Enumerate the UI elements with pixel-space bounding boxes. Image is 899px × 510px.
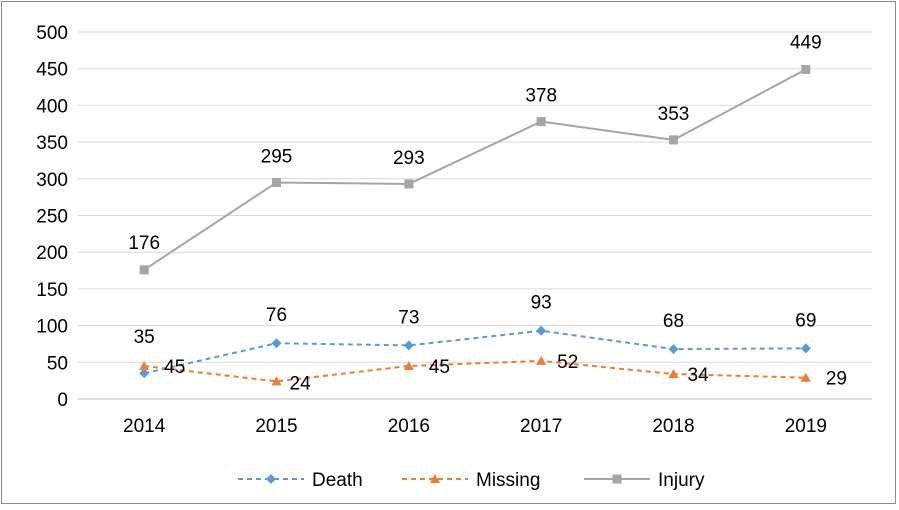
y-tick-label-300: 300 [36,170,68,191]
y-tick-label-50: 50 [47,353,68,374]
gridlines [78,31,872,400]
injury-legend-label: Injury [658,470,705,491]
missing-legend-label: Missing [476,470,540,491]
injury-data-label-2015: 295 [261,146,293,167]
injury-data-label-2017: 378 [525,86,557,107]
x-tick-label-2015: 2015 [255,416,297,437]
y-tick-label-150: 150 [36,280,68,301]
injury-legend-marker [612,474,622,484]
injury-data-label-2014: 176 [128,233,160,254]
x-tick-label-2016: 2016 [388,416,430,437]
missing-data-label-2017: 52 [557,352,578,373]
missing-point-2014 [139,360,150,370]
death-data-label-2017: 93 [531,293,552,314]
death-point-2015 [271,338,282,349]
missing-data-label-2018: 34 [688,365,710,386]
x-tick-label-2014: 2014 [123,416,166,437]
y-tick-label-400: 400 [36,96,68,117]
injury-point-2015 [272,177,281,187]
missing-point-2016 [403,360,414,370]
death-point-2014 [139,368,150,379]
missing-point-2018 [668,369,679,379]
missing-data-label-2019: 29 [826,369,847,390]
injury-data-label-2018: 353 [658,104,690,125]
missing-point-2019 [800,372,811,382]
x-tick-label-2018: 2018 [652,416,694,437]
legend: Death Missing Injury [238,470,705,491]
y-tick-label-450: 450 [36,60,68,81]
missing-line [144,359,806,383]
death-point-2017 [536,325,547,336]
y-tick-label-250: 250 [36,207,68,228]
missing-data-label-2016: 45 [429,357,450,378]
injury-point-2019 [801,64,811,74]
death-data-label-2018: 68 [663,311,684,332]
death-point-2018 [668,344,679,355]
y-tick-label-500: 500 [36,23,68,44]
death-legend-label: Death [312,470,363,491]
missing-legend-marker [430,474,440,483]
injury-line [143,68,807,271]
y-tick-label-100: 100 [36,317,68,338]
y-axis-ticks: 0 50 100 150 200 250 300 350 400 450 500 [36,23,68,411]
x-tick-label-2019: 2019 [785,416,827,437]
death-point-2016 [403,340,414,351]
x-tick-label-2017: 2017 [520,416,562,437]
death-line [143,329,806,375]
y-tick-label-0: 0 [57,390,68,411]
series-lines [139,64,811,386]
injury-data-label-2019: 449 [790,32,822,53]
missing-point-2017 [536,355,547,365]
injury-point-2014 [139,265,149,275]
injury-point-2018 [669,135,678,145]
injury-data-label-2016: 293 [393,148,425,169]
death-point-2019 [800,343,811,354]
y-tick-label-200: 200 [36,243,68,264]
x-axis-ticks: 2014 2015 2016 2017 2018 2019 [123,416,827,437]
death-legend-marker [266,474,276,484]
injury-point-2016 [404,179,414,189]
missing-point-2015 [271,376,282,386]
death-data-label-2014: 35 [134,327,155,348]
missing-data-label-2014: 45 [164,357,185,378]
death-data-label-2019: 69 [795,310,816,331]
injury-point-2017 [536,117,546,127]
data-labels: 35 76 73 93 68 69 45 24 45 52 34 29 176 295 293 378 353 4… [128,32,847,394]
death-data-label-2016: 73 [398,307,419,328]
death-data-label-2015: 76 [266,305,287,326]
missing-data-label-2015: 24 [290,373,312,394]
y-tick-label-350: 350 [36,133,68,154]
